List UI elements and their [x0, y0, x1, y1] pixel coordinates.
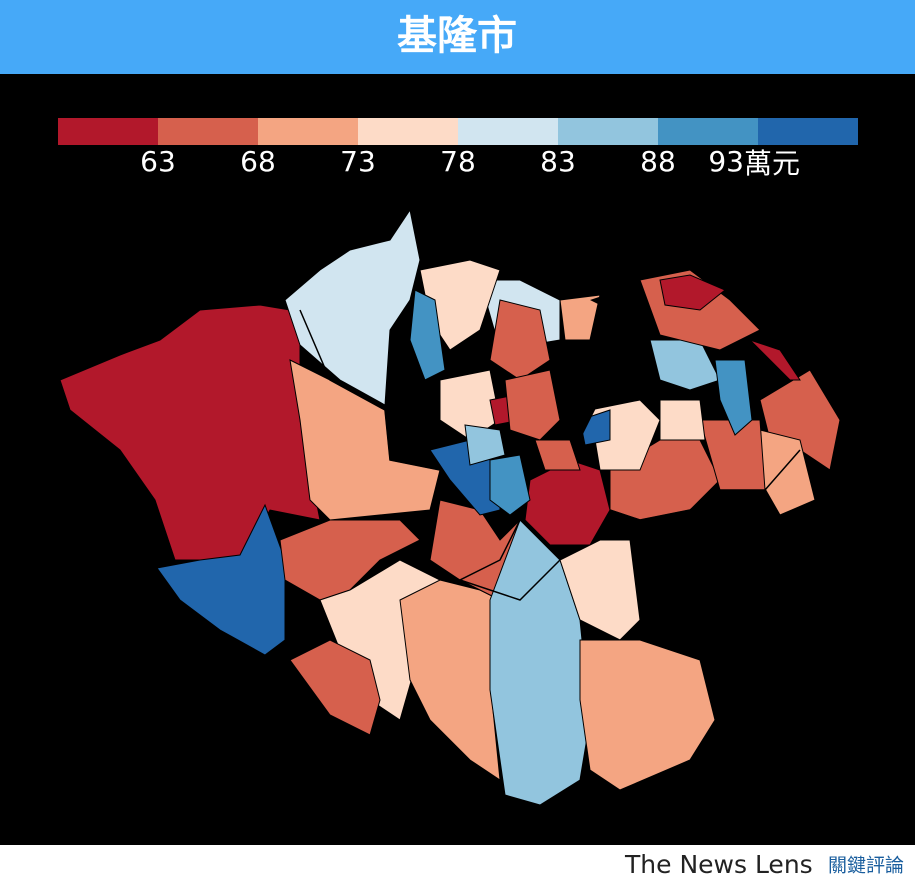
legend-tick-label: 83: [540, 145, 576, 178]
legend-swatch: [758, 118, 858, 145]
boundary-line: [458, 519, 561, 601]
boundaries: [299, 309, 801, 601]
district: [409, 289, 446, 381]
district: [284, 208, 421, 406]
legend-tick-label: 63: [140, 145, 176, 178]
legend-tick-label: 68: [240, 145, 276, 178]
district: [279, 519, 421, 601]
boundary-line: [299, 309, 441, 471]
district: [289, 639, 381, 736]
district: [749, 339, 801, 381]
legend-swatch: [558, 118, 658, 145]
legend-swatch: [358, 118, 458, 145]
brand: The News Lens: [624, 850, 813, 879]
legend: 63 68 73 78 83 88 93 萬元: [58, 118, 858, 180]
legend-tick-label: 93: [708, 145, 744, 178]
legend-tick-label: 88: [640, 145, 676, 178]
legend-swatch: [258, 118, 358, 145]
district: [156, 503, 286, 656]
harbor: [560, 290, 650, 440]
district: [489, 519, 591, 806]
map-regions: [59, 208, 841, 806]
footer: [0, 845, 915, 884]
district: [399, 579, 501, 782]
district: [714, 359, 753, 436]
district: [659, 274, 726, 311]
brand-zh: 關鍵評論: [828, 855, 904, 877]
boundary-line: [609, 449, 801, 521]
legend-unit: 萬元: [744, 147, 800, 180]
legend-swatch: [58, 118, 158, 145]
header-bar: [0, 0, 915, 74]
title: 基隆市: [397, 13, 517, 59]
legend-swatch: [658, 118, 758, 145]
district: [464, 424, 506, 466]
district: [504, 369, 561, 441]
legend-tick-label: 73: [340, 145, 376, 178]
district: [489, 454, 531, 516]
district: [559, 294, 601, 341]
legend-tick-label: 78: [440, 145, 476, 178]
district: [659, 399, 706, 441]
district: [489, 299, 551, 381]
legend-swatch: [458, 118, 558, 145]
district: [559, 539, 641, 641]
district: [534, 439, 581, 471]
legend-swatch: [158, 118, 258, 145]
district: [579, 639, 716, 791]
